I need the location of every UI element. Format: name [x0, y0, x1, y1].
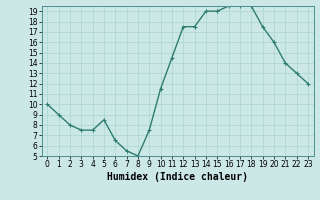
X-axis label: Humidex (Indice chaleur): Humidex (Indice chaleur)	[107, 172, 248, 182]
